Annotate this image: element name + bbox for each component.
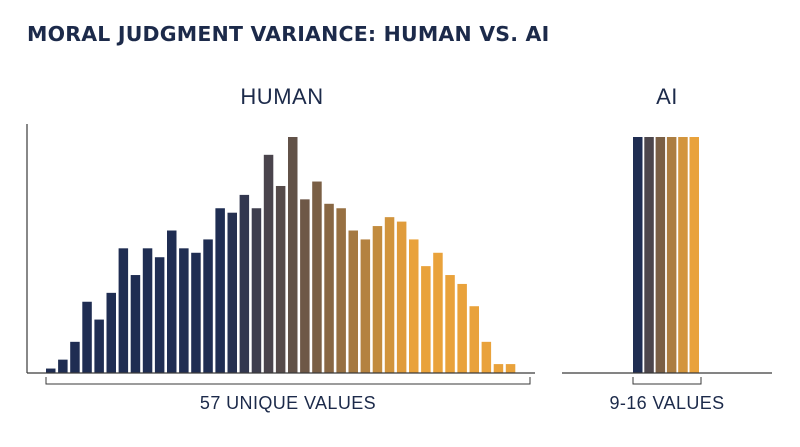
human-unique-values-label: 57 UNIQUE VALUES [199, 393, 377, 413]
human-bar [372, 226, 383, 373]
ai-bar [678, 137, 688, 373]
human-bar [433, 252, 443, 373]
human-bar [324, 203, 334, 373]
human-bar [106, 292, 116, 373]
human-bar [239, 194, 250, 373]
human-bar [118, 248, 129, 373]
human-bar [130, 275, 141, 373]
ai-values-label: 9-16 VALUES [609, 393, 725, 413]
human-bar [154, 257, 165, 373]
human-bar [300, 199, 310, 373]
human-bar [505, 364, 516, 373]
human-bar [251, 208, 262, 373]
human-bar [348, 230, 358, 373]
human-bar [70, 341, 80, 373]
human-bar [227, 212, 237, 373]
ai-bar [644, 137, 654, 373]
human-bar [94, 319, 104, 373]
ai-bar [633, 137, 643, 373]
chart-title: MORAL JUDGMENT VARIANCE: HUMAN VS. AI [27, 22, 550, 46]
human-bar [46, 368, 56, 373]
human-range-bracket [45, 377, 531, 385]
human-bar [191, 252, 201, 373]
human-bar [469, 306, 479, 373]
human-bar [445, 275, 455, 373]
ai-range-bracket [632, 377, 702, 385]
human-bar [167, 230, 177, 373]
human-bar [179, 248, 189, 373]
ai-bar [689, 137, 699, 373]
human-bar [360, 239, 371, 373]
human-bar [263, 154, 274, 373]
human-bar [396, 221, 407, 373]
human-bars [46, 137, 516, 373]
human-bar [142, 248, 153, 373]
human-bar [203, 239, 213, 373]
ai-bar [655, 137, 666, 373]
human-bar [457, 283, 467, 373]
human-bar [275, 185, 286, 373]
ai-panel-label: AI [656, 84, 678, 109]
human-bar [312, 181, 322, 373]
ai-bar [666, 137, 677, 373]
human-bar [493, 364, 504, 373]
human-bar [384, 217, 395, 373]
human-bar [481, 341, 492, 373]
ai-bars [633, 137, 699, 373]
human-bar [215, 208, 225, 373]
human-bar [421, 266, 431, 373]
human-panel-label: HUMAN [240, 84, 324, 109]
human-bar [409, 239, 419, 373]
human-bar [82, 301, 92, 373]
human-bar [288, 137, 298, 373]
human-bar [58, 359, 68, 373]
human-bar [336, 208, 346, 373]
